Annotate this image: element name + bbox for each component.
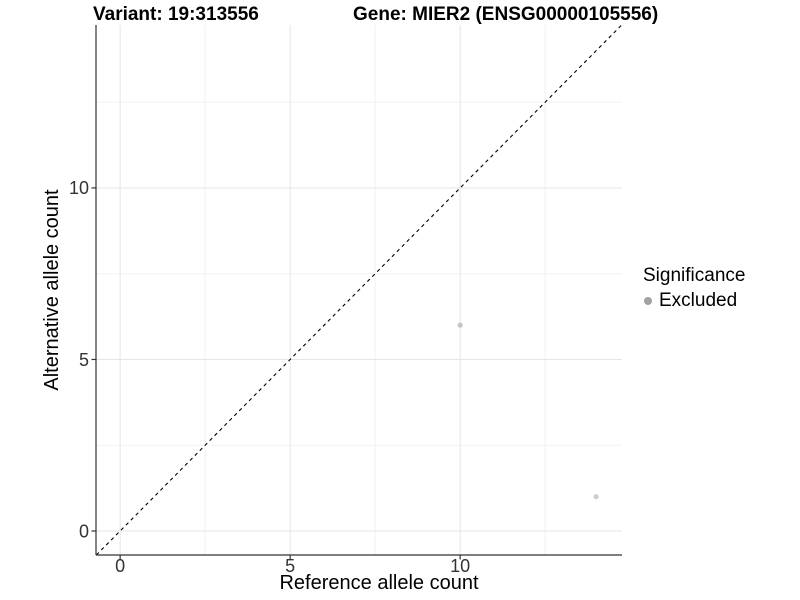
legend-item-excluded: Excluded bbox=[643, 290, 745, 312]
data-point bbox=[457, 322, 463, 328]
data-point bbox=[593, 494, 599, 500]
y-tick-label: 0 bbox=[79, 521, 89, 541]
x-tick-label: 0 bbox=[115, 556, 125, 576]
legend-title: Significance bbox=[643, 265, 746, 286]
x-tick-label: 5 bbox=[285, 556, 295, 576]
y-axis-title: Alternative allele count bbox=[41, 189, 63, 391]
legend-item-label: Excluded bbox=[659, 290, 738, 311]
x-tick-label: 10 bbox=[450, 556, 470, 576]
plot-title-variant: Variant: 19:313556 bbox=[93, 4, 259, 25]
identity-line bbox=[95, 24, 623, 556]
y-tick-label: 10 bbox=[69, 178, 89, 198]
legend: Significance Excluded bbox=[643, 265, 745, 312]
plot-title-gene: Gene: MIER2 (ENSG00000105556) bbox=[353, 4, 659, 25]
x-axis-title: Reference allele count bbox=[279, 572, 479, 594]
legend-key-dot-icon bbox=[644, 297, 652, 305]
y-tick-label: 5 bbox=[79, 350, 89, 370]
